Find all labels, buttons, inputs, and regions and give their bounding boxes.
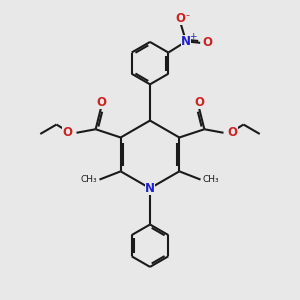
- Text: -: -: [185, 10, 189, 20]
- Text: +: +: [189, 32, 196, 40]
- Text: CH₃: CH₃: [80, 176, 97, 184]
- Text: O: O: [194, 96, 204, 109]
- Text: O: O: [176, 12, 186, 25]
- Text: O: O: [203, 36, 213, 49]
- Text: O: O: [96, 96, 106, 109]
- Text: O: O: [228, 126, 238, 139]
- Text: N: N: [181, 35, 191, 48]
- Text: O: O: [62, 126, 72, 139]
- Text: CH₃: CH₃: [203, 176, 220, 184]
- Text: N: N: [145, 182, 155, 195]
